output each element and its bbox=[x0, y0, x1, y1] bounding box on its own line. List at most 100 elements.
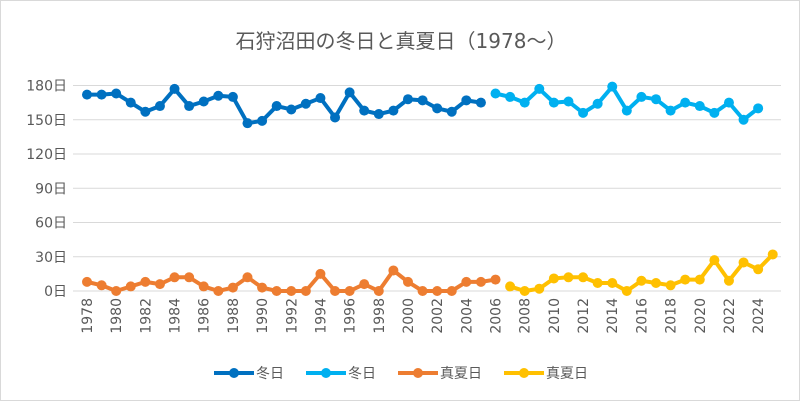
x-tick-label: 2024 bbox=[751, 298, 767, 334]
data-point bbox=[242, 272, 253, 283]
data-point bbox=[680, 274, 691, 285]
x-tick-label: 2018 bbox=[664, 298, 680, 334]
data-point bbox=[213, 286, 224, 296]
data-point bbox=[432, 103, 443, 114]
data-point bbox=[621, 286, 632, 296]
x-tick-label: 2012 bbox=[576, 298, 592, 334]
data-point bbox=[738, 257, 749, 268]
y-tick-label: 150日 bbox=[26, 113, 67, 129]
data-point bbox=[417, 286, 428, 296]
legend-item[interactable]: 真夏日 bbox=[398, 363, 482, 383]
data-point bbox=[548, 273, 559, 284]
legend-label: 冬日 bbox=[348, 366, 376, 382]
y-tick-label: 0日 bbox=[44, 284, 67, 300]
data-point bbox=[344, 87, 355, 98]
data-point bbox=[636, 275, 647, 286]
data-point bbox=[388, 265, 399, 276]
data-point bbox=[607, 81, 618, 92]
data-point bbox=[665, 105, 676, 116]
data-point bbox=[359, 105, 370, 116]
data-point bbox=[563, 96, 574, 107]
series-line bbox=[87, 86, 482, 126]
legend-marker bbox=[398, 368, 438, 378]
data-point bbox=[373, 109, 384, 120]
data-point bbox=[300, 286, 311, 296]
x-tick-label: 2008 bbox=[518, 298, 534, 334]
data-point bbox=[271, 286, 282, 296]
y-tick-label: 180日 bbox=[26, 79, 67, 95]
data-point bbox=[169, 83, 180, 94]
data-point bbox=[723, 275, 734, 286]
data-point bbox=[651, 94, 662, 105]
data-point bbox=[578, 107, 589, 118]
data-point bbox=[505, 281, 516, 292]
x-tick-label: 2002 bbox=[430, 298, 446, 334]
data-point bbox=[242, 118, 253, 129]
data-point bbox=[344, 286, 355, 296]
data-point bbox=[227, 91, 238, 102]
legend-item[interactable]: 冬日 bbox=[214, 363, 284, 383]
data-point bbox=[563, 272, 574, 283]
x-tick-label: 1994 bbox=[313, 298, 329, 334]
data-point bbox=[198, 281, 209, 292]
x-tick-label: 1990 bbox=[255, 298, 271, 334]
data-point bbox=[592, 278, 603, 289]
data-point bbox=[359, 279, 370, 290]
data-point bbox=[475, 276, 486, 287]
data-point bbox=[111, 286, 122, 296]
data-point bbox=[154, 279, 165, 290]
data-point bbox=[227, 282, 238, 293]
x-tick-label: 1984 bbox=[168, 298, 184, 334]
data-point bbox=[315, 93, 326, 104]
data-point bbox=[417, 95, 428, 106]
x-tick-label: 1992 bbox=[284, 298, 300, 334]
data-point bbox=[505, 91, 516, 102]
data-point bbox=[534, 283, 545, 294]
data-point bbox=[607, 278, 618, 289]
data-point bbox=[257, 282, 268, 293]
data-point bbox=[96, 89, 107, 100]
chart-title: 石狩沼田の冬日と真夏日（1978～） bbox=[235, 29, 567, 53]
data-point bbox=[694, 101, 705, 112]
x-tick-label: 1986 bbox=[197, 298, 213, 334]
data-point bbox=[257, 115, 268, 126]
data-point bbox=[373, 286, 384, 296]
data-point bbox=[300, 98, 311, 109]
x-tick-label: 2004 bbox=[459, 298, 475, 334]
data-point bbox=[446, 286, 457, 296]
x-tick-label: 1982 bbox=[138, 298, 154, 334]
data-point bbox=[96, 280, 107, 291]
x-tick-label: 2014 bbox=[605, 298, 621, 334]
legend-label: 真夏日 bbox=[546, 366, 588, 382]
x-tick-label: 2016 bbox=[634, 298, 650, 334]
data-point bbox=[621, 105, 632, 116]
data-point bbox=[184, 272, 195, 283]
data-point bbox=[271, 101, 282, 112]
data-point bbox=[213, 90, 224, 101]
legend-marker bbox=[214, 368, 254, 378]
data-point bbox=[184, 101, 195, 112]
data-point bbox=[140, 276, 151, 287]
legend-item[interactable]: 冬日 bbox=[306, 363, 376, 383]
x-tick-label: 2022 bbox=[722, 298, 738, 334]
x-tick-label: 2010 bbox=[547, 298, 563, 334]
legend-item[interactable]: 真夏日 bbox=[504, 363, 588, 383]
y-tick-label: 90日 bbox=[35, 181, 67, 197]
data-point bbox=[402, 276, 413, 287]
data-point bbox=[169, 272, 180, 283]
data-point bbox=[461, 276, 472, 287]
data-point bbox=[475, 97, 486, 108]
data-point bbox=[490, 274, 501, 285]
x-tick-label: 2006 bbox=[489, 298, 505, 334]
data-point bbox=[534, 83, 545, 94]
data-point bbox=[432, 286, 443, 296]
data-point bbox=[315, 268, 326, 279]
y-tick-label: 120日 bbox=[26, 147, 67, 163]
data-point bbox=[680, 97, 691, 108]
data-point bbox=[111, 88, 122, 99]
x-tick-label: 1988 bbox=[226, 298, 242, 334]
data-point bbox=[330, 286, 341, 296]
data-point bbox=[446, 106, 457, 117]
data-point bbox=[198, 96, 209, 107]
